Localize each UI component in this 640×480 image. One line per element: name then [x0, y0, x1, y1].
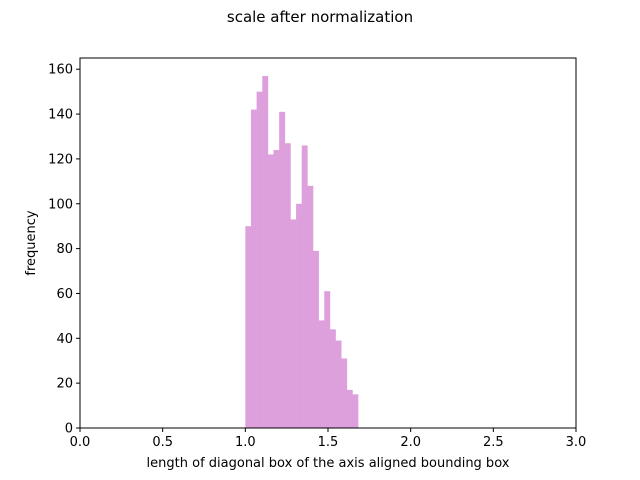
histogram-bar [301, 145, 308, 428]
y-axis-label: frequency [24, 210, 39, 276]
x-tick-label: 1.0 [235, 435, 256, 450]
histogram-bar [329, 329, 336, 428]
y-tick-label: 100 [48, 197, 73, 212]
histogram-bar [307, 185, 314, 428]
x-tick-label: 2.0 [400, 435, 421, 450]
histogram-bar [352, 394, 359, 428]
x-tick-label: 1.5 [318, 435, 339, 450]
x-tick-label: 0.0 [70, 435, 91, 450]
y-tick-label: 0 [65, 422, 73, 437]
y-tick-label: 160 [48, 63, 73, 78]
x-tick-label: 2.5 [483, 435, 504, 450]
chart-title: scale after normalization [227, 8, 413, 26]
bars-group [245, 75, 359, 429]
histogram-bar [312, 250, 319, 428]
y-tick-label: 20 [56, 377, 73, 392]
y-axis: 0 20 40 60 80 100 120 140 160 [48, 63, 80, 437]
histogram-bar [341, 358, 348, 428]
histogram-bar [267, 154, 274, 429]
histogram-bar [245, 226, 252, 428]
x-tick-label: 0.5 [152, 435, 173, 450]
histogram-bar [335, 340, 342, 428]
histogram-bar [256, 91, 263, 428]
histogram-bar [279, 111, 286, 428]
y-tick-label: 80 [56, 242, 73, 257]
histogram-bar [250, 109, 257, 428]
x-axis: 0.0 0.5 1.0 1.5 2.0 2.5 3.0 [70, 428, 587, 450]
y-tick-label: 120 [48, 152, 73, 167]
y-tick-label: 140 [48, 108, 73, 123]
histogram-bar [318, 320, 325, 428]
histogram-bar [262, 75, 269, 428]
histogram-bar [296, 203, 303, 428]
histogram-bar [346, 389, 353, 428]
x-axis-label: length of diagonal box of the axis align… [147, 456, 510, 471]
histogram-bar [324, 291, 331, 428]
x-tick-label: 3.0 [566, 435, 587, 450]
y-tick-label: 60 [56, 287, 73, 302]
histogram-bar [273, 149, 280, 428]
histogram-bar [290, 219, 297, 428]
y-tick-label: 40 [56, 332, 73, 347]
histogram-bar [284, 143, 291, 428]
